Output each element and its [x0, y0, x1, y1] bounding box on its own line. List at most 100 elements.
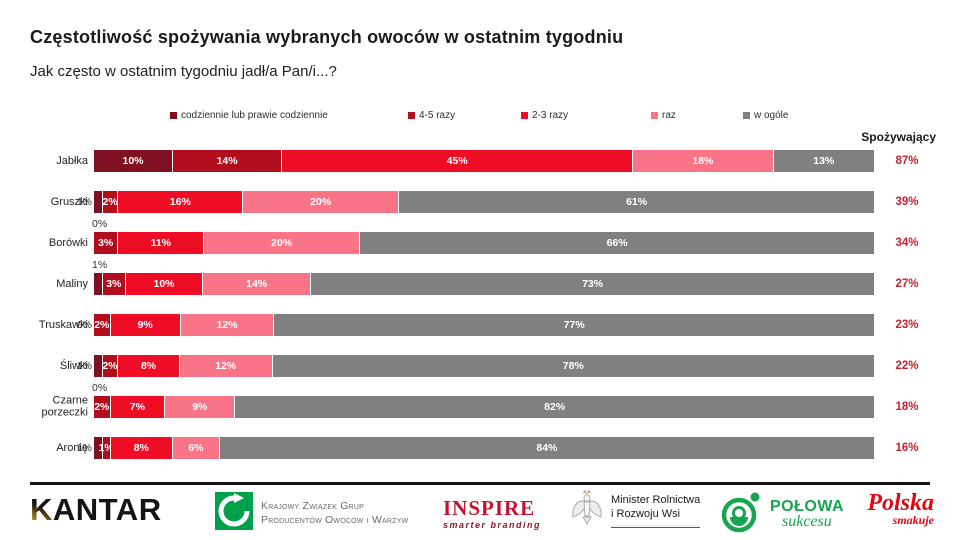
consuming-total: 39%: [895, 196, 919, 208]
legend-item: 2-3 razy: [521, 110, 568, 121]
segment-value-label: 77%: [563, 319, 585, 331]
bar-segment: 12%: [179, 314, 274, 336]
inspire-tagline: smarter branding: [443, 520, 542, 530]
bar-segment: [94, 273, 102, 295]
bar-segment: 2%: [101, 191, 118, 213]
bar-segment: 20%: [242, 191, 399, 213]
chart-row: Śliwki 2% 8% 12% 78% 1% 22%: [0, 355, 960, 377]
consuming-total: 16%: [895, 442, 919, 454]
segment-value-label-outside: 0%: [92, 382, 108, 394]
inspire-wordmark: INSPIRE: [443, 496, 536, 520]
segment-value-label: 3%: [98, 237, 114, 249]
segment-value-label-outside: 1%: [76, 360, 92, 372]
legend-label: 4-5 razy: [419, 110, 456, 121]
consuming-total: 22%: [895, 360, 919, 372]
legend-label: w ogóle: [754, 110, 789, 121]
bar-segment: 1%: [99, 437, 114, 459]
bar-segment: 45%: [281, 150, 633, 172]
category-label: Jabłka: [56, 154, 88, 167]
legend-item: 4-5 razy: [408, 110, 455, 121]
stacked-bar: 2% 7% 9% 82% 0%: [92, 382, 874, 418]
bar-segment: [94, 437, 102, 459]
legend-label: codziennie lub prawie codziennie: [181, 110, 328, 121]
segment-value-label: 61%: [626, 196, 648, 208]
segment-value-label: 82%: [544, 401, 566, 413]
page-title: Częstotliwość spożywania wybranych owocó…: [30, 27, 624, 47]
segment-value-label: 12%: [216, 319, 238, 331]
ministry-line1: Minister Rolnictwa: [611, 494, 701, 506]
chart-row: Aronię 1% 8% 6% 84% 1% 16%: [0, 437, 960, 459]
bar-segment: 10%: [94, 150, 172, 172]
legend-item: codziennie lub prawie codziennie: [170, 110, 328, 121]
inspire-logo: INSPIRE smarter branding: [443, 496, 541, 530]
category-label: Śliwki: [59, 359, 88, 372]
bar-segment: 8%: [109, 437, 172, 459]
bar-segment: 2%: [94, 396, 110, 418]
polowa-circle-icon: [720, 491, 762, 538]
bar-segment: 13%: [772, 150, 874, 172]
segment-value-label: 20%: [271, 237, 293, 249]
consuming-total: 34%: [895, 237, 919, 249]
kzg-arrow-icon: [215, 492, 253, 535]
segment-value-label-outside: 1%: [76, 442, 92, 454]
stacked-bar: 1% 8% 6% 84% 1%: [77, 437, 874, 459]
chart-row: Truskawki 2% 9% 12% 77% 0% 23%: [0, 314, 960, 336]
bar-segment: 16%: [117, 191, 243, 213]
bar-segment: 77%: [273, 314, 874, 336]
stacked-bar: 3% 10% 14% 73% 1%: [92, 259, 874, 295]
ministry-line2: i Rozwoju Wsi: [611, 508, 681, 521]
bar-segment: 3%: [101, 273, 125, 295]
kzg-text: Krajowy Związek Grup Producentów Owoców …: [261, 500, 408, 527]
bar-segment: 8%: [117, 355, 179, 377]
polska-sub: smakuje: [892, 513, 934, 527]
segment-value-label: 12%: [215, 360, 237, 372]
segment-value-label: 84%: [536, 442, 558, 454]
chart-row: Borówki 3% 11% 20% 66% 0% 34%: [0, 218, 960, 254]
segment-value-label-outside: 1%: [76, 196, 92, 208]
segment-value-label: 3%: [106, 278, 122, 290]
segment-value-label: 73%: [582, 278, 604, 290]
segment-value-label: 2%: [102, 360, 118, 372]
segment-value-label: 10%: [153, 278, 175, 290]
segment-value-label: 45%: [446, 155, 468, 167]
segment-value-label: 18%: [692, 155, 714, 167]
segment-value-label-outside: 0%: [76, 319, 92, 331]
bar-segment: 18%: [632, 150, 773, 172]
chart-row: Maliny 3% 10% 14% 73% 1% 27%: [0, 259, 960, 295]
bar-segment: 11%: [117, 232, 204, 254]
stacked-bar: 10% 14% 45% 18% 13%: [94, 150, 874, 172]
polowa-sukcesu-logo: POŁOWA sukcesu: [720, 491, 844, 538]
bar-segment: 20%: [203, 232, 360, 254]
ministry-logo: Minister Rolnictwa i Rozwoju Wsi: [570, 489, 701, 530]
consuming-total: 23%: [895, 319, 919, 331]
segment-value-label: 20%: [310, 196, 332, 208]
bar-segment: 7%: [109, 396, 165, 418]
segment-value-label: 2%: [94, 401, 110, 413]
bar-segment: 2%: [94, 314, 110, 336]
stacked-bar: 2% 8% 12% 78% 1%: [77, 355, 874, 377]
kantar-k-letter: K: [30, 492, 53, 527]
kantar-rest-letters: ANTAR: [52, 492, 162, 527]
category-label: Borówki: [48, 236, 88, 249]
consuming-column-header: Spożywający: [861, 130, 936, 144]
consuming-total: 18%: [895, 401, 919, 413]
bar-segment: 61%: [398, 191, 874, 213]
consuming-total: 87%: [895, 155, 919, 167]
segment-value-label: 9%: [192, 401, 208, 413]
bar-segment: 10%: [124, 273, 203, 295]
category-label: Gruszki: [50, 195, 88, 208]
segment-value-label: 2%: [94, 319, 110, 331]
bar-segment: 12%: [178, 355, 272, 377]
kzg-line2: Producentów Owoców i Warzyw: [261, 513, 409, 526]
polska-word: Polska: [867, 490, 934, 516]
bar-segment: 9%: [109, 314, 180, 336]
bar-segment: [94, 191, 102, 213]
legend-label: raz: [662, 110, 676, 121]
polska-smakuje-logo: Polska smakuje: [864, 491, 934, 528]
polowa-text: POŁOWA sukcesu: [770, 498, 844, 531]
legend-swatch-icon: [170, 112, 177, 119]
segment-value-label: 16%: [169, 196, 191, 208]
legend-swatch-icon: [521, 112, 528, 119]
kantar-logo: KANTAR: [30, 492, 162, 528]
